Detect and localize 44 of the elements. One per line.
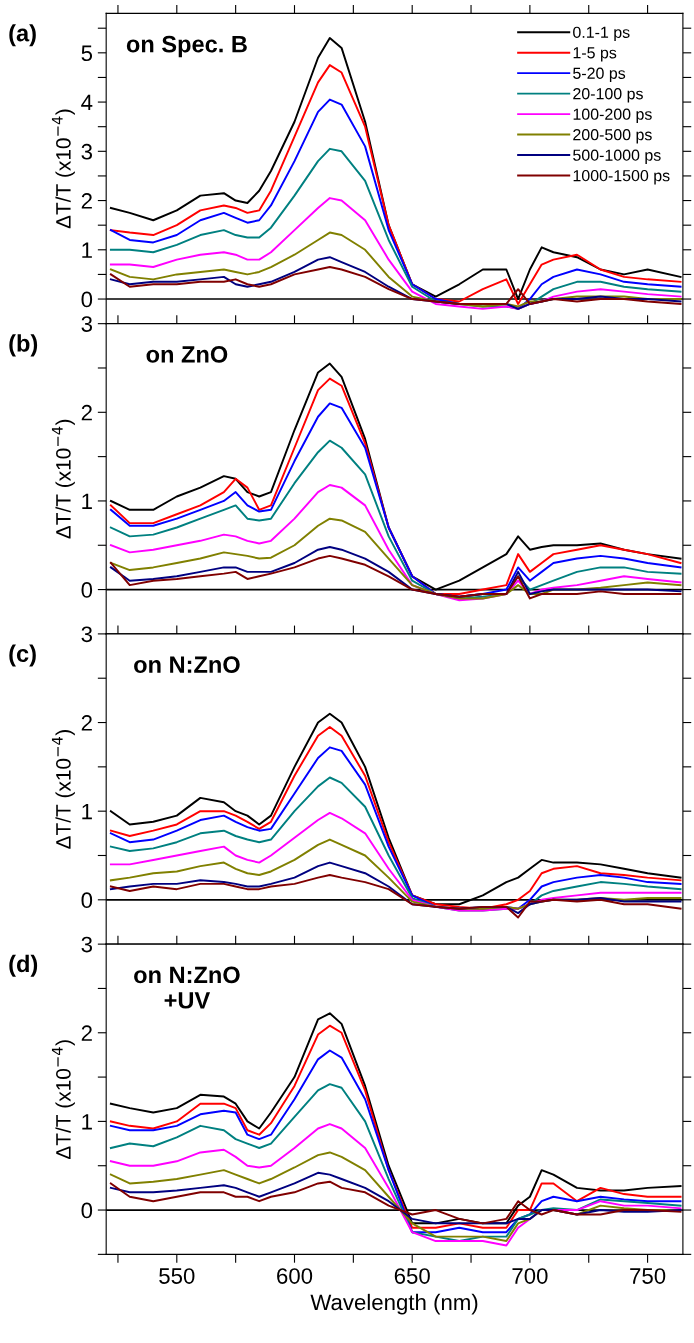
legend-label: 5-20 ps <box>573 67 626 83</box>
y-tick-label: 3 <box>81 143 93 160</box>
y-tick-label: 4 <box>81 94 93 111</box>
legend-label: 20-100 ps <box>573 88 643 103</box>
y-tick-label: 3 <box>81 626 93 643</box>
annotation: on ZnO <box>146 346 228 363</box>
y-axis-title: ΔT/T (x10$^{−4}$) <box>51 109 75 229</box>
x-tick-label: 550 <box>159 1268 195 1284</box>
y-tick-label: 2 <box>81 1025 92 1041</box>
y-tick-label: 0 <box>81 582 93 598</box>
text: (d) <box>9 954 38 977</box>
y-tick-label: 3 <box>81 316 93 332</box>
y-axis-title: ΔT/T (x10$^{−4}$) <box>51 730 75 849</box>
y-axis-title: ΔT/T (x10$^{−4}$) <box>51 1040 75 1160</box>
legend-label: 0.1-1 ps <box>573 26 630 42</box>
y-tick-label: 2 <box>81 715 92 731</box>
x-axis-title: Wavelength (nm) <box>310 1293 478 1315</box>
y-tick-label: 5 <box>81 45 93 62</box>
text: (a) <box>9 24 36 47</box>
y-tick-label: 2 <box>81 193 92 209</box>
y-tick-label: 0 <box>81 892 93 909</box>
y-tick-label: 1 <box>82 493 92 509</box>
y-tick-label: 3 <box>81 936 93 953</box>
annotation: on Spec. B <box>126 35 247 58</box>
annotation: on N:ZnO +UV <box>134 966 240 1009</box>
text: (b) <box>9 334 38 357</box>
legend-label: 500-1000 ps <box>573 149 661 164</box>
y-tick-label: 1 <box>82 803 92 820</box>
text: (c) <box>9 644 36 667</box>
y-tick-label: 1 <box>82 242 92 258</box>
x-tick-label: 600 <box>277 1268 313 1284</box>
y-tick-label: 2 <box>81 404 92 421</box>
x-tick-label: 700 <box>512 1268 548 1284</box>
legend-label: 200-500 ps <box>573 129 652 144</box>
x-tick-label: 650 <box>394 1268 430 1284</box>
y-tick-label: 1 <box>82 1114 92 1130</box>
legend-label: 1-5 ps <box>573 47 617 62</box>
y-tick-label: 0 <box>81 1202 93 1219</box>
x-tick-label: 750 <box>630 1268 666 1284</box>
legend-label: 100-200 ps <box>573 108 652 124</box>
annotation: on N:ZnO <box>134 656 240 673</box>
legend-label: 1000-1500 ps <box>573 169 670 185</box>
y-tick-label: 0 <box>81 291 93 308</box>
y-axis-title: ΔT/T (x10$^{−4}$) <box>51 419 75 539</box>
